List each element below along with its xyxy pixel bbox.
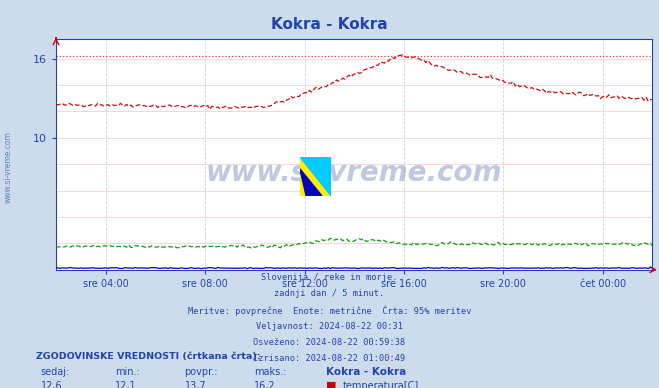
Text: 12,1: 12,1 <box>115 381 137 388</box>
Text: ZGODOVINSKE VREDNOSTI (črtkana črta):: ZGODOVINSKE VREDNOSTI (črtkana črta): <box>36 352 261 361</box>
Text: Kokra - Kokra: Kokra - Kokra <box>272 17 387 33</box>
Text: min.:: min.: <box>115 367 140 377</box>
Text: Izrisano: 2024-08-22 01:00:49: Izrisano: 2024-08-22 01:00:49 <box>253 354 406 363</box>
Text: ■: ■ <box>326 381 337 388</box>
Text: Meritve: povprečne  Enote: metrične  Črta: 95% meritev: Meritve: povprečne Enote: metrične Črta:… <box>188 305 471 316</box>
Text: sedaj:: sedaj: <box>41 367 70 377</box>
Text: povpr.:: povpr.: <box>185 367 218 377</box>
Text: 12,6: 12,6 <box>41 381 63 388</box>
Polygon shape <box>300 157 331 196</box>
Text: 13,7: 13,7 <box>185 381 206 388</box>
Text: Kokra - Kokra: Kokra - Kokra <box>326 367 407 377</box>
Polygon shape <box>300 169 322 196</box>
Text: 16,2: 16,2 <box>254 381 275 388</box>
Text: zadnji dan / 5 minut.: zadnji dan / 5 minut. <box>274 289 385 298</box>
Text: Veljavnost: 2024-08-22 00:31: Veljavnost: 2024-08-22 00:31 <box>256 322 403 331</box>
Polygon shape <box>300 157 331 196</box>
Text: Osveženo: 2024-08-22 00:59:38: Osveženo: 2024-08-22 00:59:38 <box>253 338 406 347</box>
Text: maks.:: maks.: <box>254 367 286 377</box>
Text: temperatura[C]: temperatura[C] <box>343 381 419 388</box>
Text: www.si-vreme.com: www.si-vreme.com <box>206 159 502 187</box>
Text: www.si-vreme.com: www.si-vreme.com <box>3 131 13 203</box>
Text: Slovenija / reke in morje.: Slovenija / reke in morje. <box>261 273 398 282</box>
